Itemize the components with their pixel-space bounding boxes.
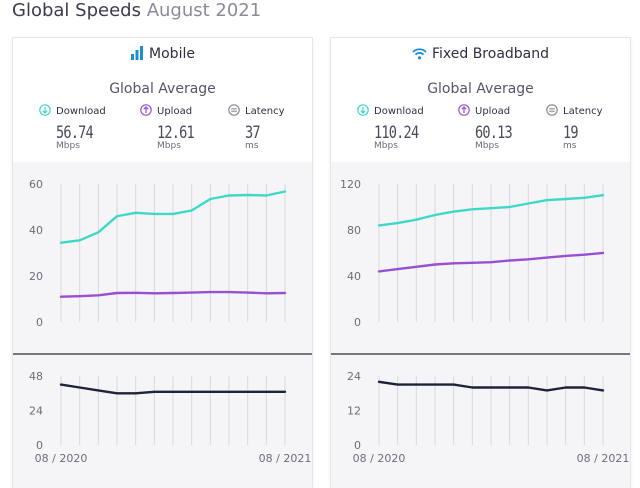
x-tick-label-end: 08 / 2021 [259,452,312,465]
latency-y-tick-label: 12 [347,405,361,418]
speed-y-tick-label: 0 [354,316,361,329]
speed-upload-line [59,290,287,298]
upload-label: Upload [475,106,511,117]
latency-unit: ms [563,141,577,151]
x-tick-label-end: 08 / 2021 [577,452,630,465]
latency-label: Latency [245,106,285,117]
upload-value: 60.13 [475,123,513,143]
mobile-latency-metric: Latency 37 ms [228,104,308,151]
latency-y-tick-label: 24 [347,370,361,383]
fixed-latency-metric: Latency 19 ms [546,104,626,151]
download-label: Download [56,106,106,117]
page-title: Global Speeds August 2021 [12,0,261,21]
latency-value: 19 [563,123,579,143]
speed-download-line [377,194,605,227]
download-value: 56.74 [56,123,94,143]
mobile-panel: Mobile Global Average Download 56.74 Mbp… [13,38,312,488]
fixed-broadband-panel: Fixed Broadband Global Average Download … [331,38,630,488]
upload-unit: Mbps [475,141,499,151]
speed-y-tick-label: 80 [347,224,361,237]
speed-y-tick-label: 60 [29,178,43,191]
latency-y-tick-label: 48 [29,370,43,383]
download-label: Download [374,106,424,117]
bar-signal-icon [130,46,144,64]
latency-value: 37 [245,123,261,143]
fixed-upload-metric: Upload 60.13 Mbps [458,104,538,151]
latency-unit: ms [245,141,259,151]
mobile-global-average-label: Global Average [109,81,216,97]
latency-icon [546,104,558,119]
latency-y-tick-label: 0 [354,439,361,452]
latency-latency-line [59,383,287,395]
download-unit: Mbps [374,141,398,151]
fixed-global-average-label: Global Average [427,81,534,97]
fixed-broadband-chart: 0 40 80 120 0 12 24 08 / 2020 08 / 2021 [331,178,630,465]
download-icon [357,104,369,119]
fixed-chart-area: 0 40 80 120 0 12 24 08 / 2020 08 / 2021 [331,162,630,488]
page-title-period: August 2021 [146,0,262,21]
wifi-icon [412,47,427,64]
x-tick-label-start: 08 / 2020 [35,452,88,465]
mobile-panel-title: Mobile [149,46,195,62]
x-tick-label-start: 08 / 2020 [353,452,406,465]
upload-icon [140,104,152,119]
mobile-upload-metric: Upload 12.61 Mbps [140,104,220,151]
speed-download-line [59,190,287,244]
download-icon [39,104,51,119]
mobile-download-metric: Download 56.74 Mbps [39,104,119,151]
mobile-chart: 0 20 40 60 0 24 48 08 / 2020 08 / 2021 [13,178,312,465]
upload-value: 12.61 [157,123,195,143]
speed-y-tick-label: 40 [29,224,43,237]
speed-y-tick-label: 0 [36,316,43,329]
fixed-download-metric: Download 110.24 Mbps [357,104,437,151]
download-value: 110.24 [374,123,419,143]
mobile-chart-area: 0 20 40 60 0 24 48 08 / 2020 08 / 2021 [13,162,312,488]
latency-icon [228,104,240,119]
latency-y-tick-label: 0 [36,439,43,452]
speed-y-tick-label: 120 [340,178,361,191]
speed-upload-line [377,251,605,273]
download-unit: Mbps [56,141,80,151]
upload-unit: Mbps [157,141,181,151]
speed-y-tick-label: 20 [29,270,43,283]
latency-y-tick-label: 24 [29,405,43,418]
latency-label: Latency [563,106,603,117]
upload-label: Upload [157,106,193,117]
page-title-main: Global Speeds [12,0,141,21]
latency-latency-line [377,380,605,392]
fixed-panel-header: Fixed Broadband [331,46,630,64]
speed-y-tick-label: 40 [347,270,361,283]
upload-icon [458,104,470,119]
mobile-panel-header: Mobile [13,46,312,64]
fixed-panel-title: Fixed Broadband [431,46,550,62]
